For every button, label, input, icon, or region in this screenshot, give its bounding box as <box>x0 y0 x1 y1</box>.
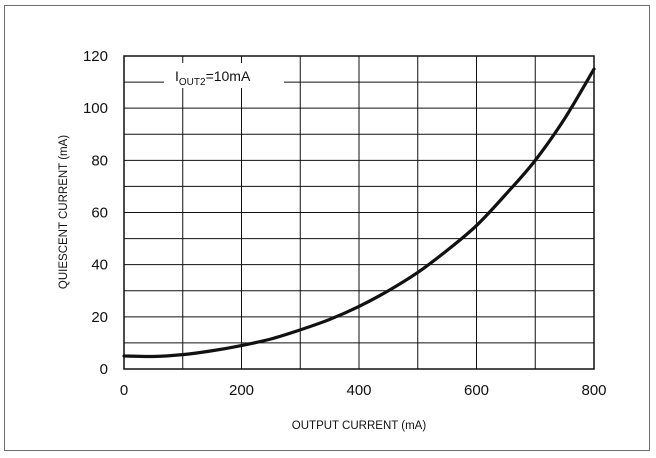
annotation-label: IOUT2=10mA <box>175 68 251 88</box>
x-tick-label: 200 <box>229 382 254 399</box>
grid <box>123 55 595 370</box>
annotation-rest: =10mA <box>206 68 251 84</box>
figure-frame <box>4 5 650 451</box>
x-tick-label: 400 <box>346 382 371 399</box>
plot-area-border <box>123 55 595 370</box>
y-tick-label: 60 <box>91 205 108 222</box>
y-tick-label: 80 <box>91 152 108 169</box>
annotation-subscript: OUT2 <box>179 77 206 88</box>
annotation-main: I <box>175 68 179 84</box>
y-tick-label: 120 <box>83 48 108 65</box>
series-line <box>122 67 596 359</box>
x-tick-label: 800 <box>581 382 606 399</box>
y-tick-labels: 0 20 40 60 80 100 120 <box>83 48 108 378</box>
x-tick-label: 0 <box>120 382 128 399</box>
y-tick-label: 40 <box>91 257 108 274</box>
annotation-mask <box>164 63 284 88</box>
x-tick-label: 600 <box>464 382 489 399</box>
y-axis-title: QUIESCENT CURRENT (mA) <box>58 135 70 289</box>
y-tick-label: 20 <box>91 309 108 326</box>
y-tick-label: 0 <box>100 361 108 378</box>
y-tick-label: 100 <box>83 100 108 117</box>
x-tick-labels: 0 200 400 600 800 <box>120 382 607 399</box>
x-axis-title: OUTPUT CURRENT (mA) <box>292 420 427 432</box>
